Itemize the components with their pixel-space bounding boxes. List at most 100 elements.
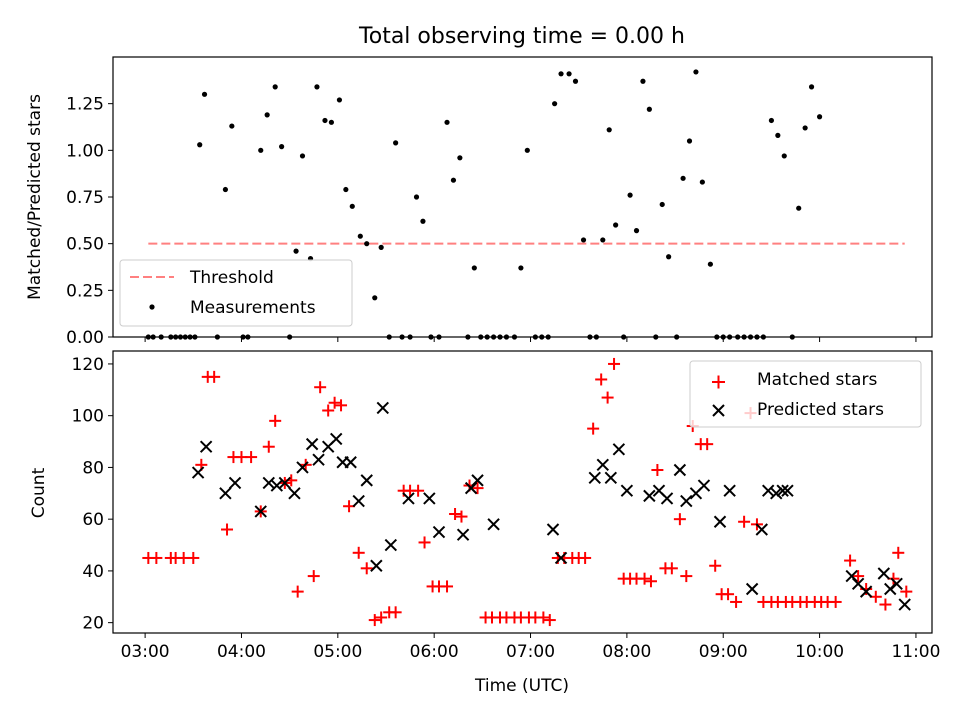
- measurement-point: [413, 194, 420, 200]
- predicted-stars-point: [588, 471, 601, 484]
- matched-stars-point: [587, 422, 600, 435]
- top-plot-area: 0.00 0.25 0.50 0.75 1.00 1.25: [66, 69, 917, 348]
- top-y-tick-label: 0.75: [66, 188, 104, 208]
- matched-stars-point: [680, 570, 693, 583]
- bottom-x-tick-label: 08:00: [602, 642, 651, 662]
- matched-stars-point: [644, 575, 657, 588]
- matched-stars-point: [307, 570, 320, 583]
- matched-stars-point: [368, 614, 381, 627]
- measurement-point: [680, 175, 686, 181]
- top-legend: Threshold Measurements: [119, 259, 353, 327]
- measurement-point: [299, 153, 306, 159]
- matched-stars-point: [360, 562, 373, 575]
- measurement-point: [524, 147, 530, 153]
- matched-stars-point: [844, 554, 857, 567]
- predicted-stars-point: [761, 484, 775, 497]
- matched-stars-point: [852, 570, 865, 583]
- measurement-point: [816, 114, 823, 120]
- matched-stars-point: [221, 523, 234, 536]
- predicted-stars-point: [673, 463, 687, 477]
- measurement-point: [640, 78, 646, 84]
- measurement-point: [197, 142, 203, 148]
- bottom-x-tick-label: 06:00: [410, 642, 459, 662]
- measurement-point: [264, 112, 270, 118]
- measurement-point: [349, 203, 355, 209]
- matched-stars-point: [638, 572, 651, 585]
- bottom-x-axis-label: Time (UTC): [474, 676, 569, 696]
- predicted-stars-point: [423, 492, 436, 505]
- predicted-stars-point: [713, 515, 727, 528]
- measurement-point: [686, 138, 693, 144]
- matched-stars-point: [738, 515, 751, 528]
- measurement-point: [781, 153, 787, 159]
- predicted-stars-point: [596, 458, 610, 472]
- matched-stars-point: [543, 614, 556, 627]
- legend-measurements-label: Measurements: [190, 298, 316, 318]
- bottom-x-tick-label: 07:00: [506, 642, 555, 662]
- matched-stars-point: [455, 510, 468, 523]
- measurement-point: [471, 265, 477, 271]
- predicted-stars-point: [376, 401, 389, 415]
- top-chart-title: Total observing time = 0.00 h: [358, 24, 685, 49]
- bottom-x-tick-label: 10:00: [795, 642, 844, 662]
- bottom-plot-area: 03:00 04:00 05:00 06:00 07:00 08:00 09:00 10:00…: [72, 355, 941, 662]
- predicted-stars-point: [402, 492, 415, 505]
- predicted-stars-point: [781, 484, 794, 497]
- measurement-point: [372, 295, 378, 301]
- measurement-point: [693, 69, 699, 75]
- top-axes-frame: [112, 56, 933, 338]
- predicted-stars-point: [859, 585, 873, 598]
- matched-stars-point: [709, 559, 722, 572]
- matched-stars-point: [412, 484, 425, 497]
- matched-stars-point: [651, 464, 664, 477]
- measurement-point: [272, 84, 278, 90]
- matched-stars-point: [322, 404, 335, 417]
- measurement-point: [699, 179, 705, 185]
- predicted-stars-point: [312, 453, 325, 466]
- bottom-y-tick-label: 40: [82, 562, 104, 582]
- measurement-point: [775, 132, 781, 138]
- measurement-point: [201, 91, 208, 97]
- matched-stars-point: [730, 595, 743, 608]
- matched-stars-point: [601, 391, 614, 404]
- measurement-point: [343, 186, 349, 193]
- matched-stars-point: [441, 580, 454, 593]
- measurement-point: [802, 125, 808, 131]
- legend-matched-swatch: [712, 375, 725, 389]
- matched-stars-point: [418, 536, 431, 549]
- matched-stars-point: [335, 399, 348, 412]
- measurement-point: [633, 228, 640, 234]
- predicted-stars-point: [352, 494, 365, 508]
- predicted-stars-point: [643, 489, 656, 503]
- predicted-stars-point: [360, 474, 373, 487]
- matched-stars-point: [608, 357, 621, 370]
- measurement-point: [558, 71, 564, 77]
- legend-predicted-label: Predicted stars: [757, 400, 884, 420]
- legend-measurements-swatch: [149, 304, 155, 310]
- predicted-stars-point: [487, 518, 500, 531]
- legend-predicted-swatch: [712, 404, 725, 417]
- predicted-stars-point: [344, 456, 357, 469]
- matched-stars-point: [314, 381, 327, 394]
- measurement-point: [613, 222, 619, 228]
- measurement-point: [580, 237, 587, 243]
- measurement-point: [707, 261, 713, 267]
- predicted-stars-point: [770, 487, 783, 500]
- measurement-point: [450, 177, 457, 183]
- predicted-stars-point: [723, 484, 736, 497]
- predicted-stars-point: [384, 538, 398, 552]
- matched-stars-point: [829, 595, 842, 608]
- measurement-point: [606, 127, 612, 133]
- measurement-point: [229, 123, 235, 129]
- matched-stars-point: [449, 507, 462, 520]
- bottom-x-tick-label: 03:00: [121, 642, 170, 662]
- matched-stars-point: [262, 440, 275, 453]
- measurement-point: [796, 205, 802, 211]
- predicted-stars-point: [254, 505, 267, 518]
- top-y-tick-label: 1.00: [66, 141, 104, 161]
- matched-stars-point: [352, 546, 365, 559]
- measurement-point: [293, 248, 299, 254]
- measurement-point: [336, 97, 343, 103]
- measurement-point: [457, 155, 463, 161]
- measurement-point: [279, 144, 285, 150]
